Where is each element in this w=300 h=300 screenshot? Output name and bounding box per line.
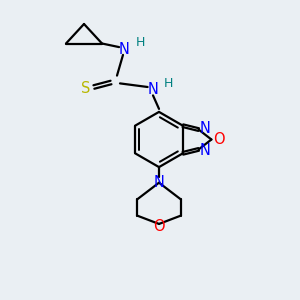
Text: O: O <box>153 219 165 234</box>
Text: O: O <box>213 132 225 147</box>
Text: N: N <box>200 143 211 158</box>
Text: N: N <box>148 82 158 98</box>
Text: N: N <box>200 121 211 136</box>
Text: H: H <box>164 77 173 90</box>
Text: H: H <box>135 36 145 50</box>
Text: S: S <box>81 81 90 96</box>
Text: N: N <box>119 42 130 57</box>
Text: N: N <box>154 175 164 190</box>
